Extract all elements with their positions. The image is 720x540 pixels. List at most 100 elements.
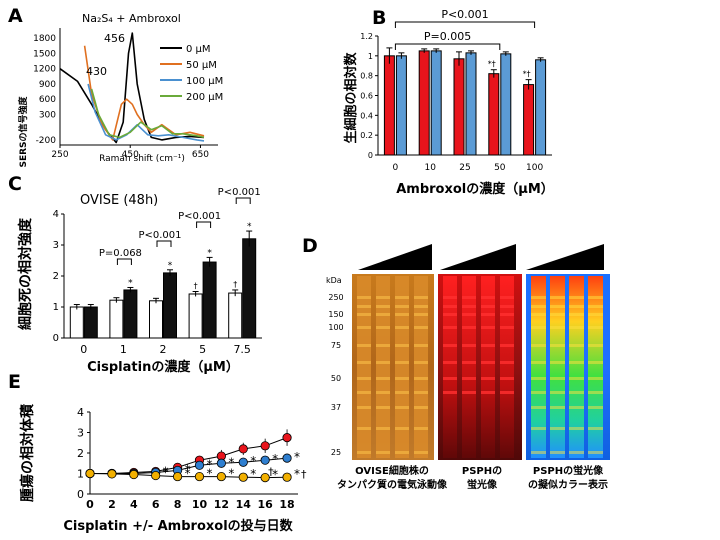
psph-band [500, 296, 514, 299]
bar [163, 272, 177, 339]
gel-band [357, 344, 371, 347]
spectrum-line [87, 83, 205, 142]
gel-band [414, 361, 428, 364]
psph-band [462, 361, 476, 364]
panel-c-xlabel: Cisplatinの濃度（μM） [87, 359, 239, 375]
data-point [107, 469, 117, 479]
gel-band [357, 391, 371, 394]
psph-band [443, 326, 457, 329]
xtick-label: 4 [130, 498, 138, 511]
ytick-label: 0 [368, 151, 373, 160]
star-mark: * [272, 468, 278, 482]
xtick-label: 2 [160, 343, 167, 356]
panel-b-xlabel: Ambroxolの濃度（μM） [396, 181, 554, 197]
psph-band [462, 391, 476, 394]
star-mark: * [228, 467, 234, 481]
psph-lane [462, 276, 476, 458]
gel-lane [414, 276, 428, 458]
panel-c-ylabel: 細胞死の相対強度 [17, 217, 34, 330]
star-mark: * [207, 248, 212, 258]
psph-band [500, 313, 514, 316]
xtick-label: 8 [174, 498, 182, 511]
psph-band [481, 326, 495, 329]
gel-band [395, 305, 409, 308]
gel-lane [376, 276, 390, 458]
pseudocolor-band [588, 313, 603, 316]
xtick-label: 0 [80, 343, 87, 356]
xtick-label: 25 [459, 163, 470, 173]
mw-marker-label: 37 [331, 403, 341, 412]
pvalue-label: P<0.001 [178, 211, 221, 222]
pvalue-0-100: P<0.001 [441, 8, 488, 21]
psph-band [443, 305, 457, 308]
pseudocolor-band [531, 326, 546, 329]
gel-band [357, 313, 371, 316]
psph-band [481, 344, 495, 347]
panel-b-ylabel: 生細胞の相対数 [343, 52, 359, 144]
gel-band [414, 451, 428, 454]
pvalue-bracket [196, 221, 212, 228]
panel-a-xtick: 250 [51, 150, 68, 160]
pseudocolor-band [531, 377, 546, 380]
gradient-wedge-1 [358, 244, 432, 270]
panel-label-e: E [8, 371, 21, 393]
psph-band [443, 377, 457, 380]
pvalue-label: P<0.001 [138, 230, 181, 241]
bar [83, 306, 98, 339]
gel-band [414, 326, 428, 329]
pseudocolor-band [569, 406, 584, 409]
panel-c-chart: OVISE (48h) 細胞死の相対強度 Cisplatinの濃度（μM） 0 1… [17, 187, 262, 375]
dagger-mark: † [233, 280, 237, 289]
pseudocolor-band [550, 451, 565, 454]
data-point [216, 471, 226, 482]
pseudocolor-band [588, 344, 603, 347]
pseudocolor-band [550, 305, 565, 308]
gel-band [414, 391, 428, 394]
ytick-label: 0.2 [360, 131, 373, 140]
psph-band [481, 377, 495, 380]
bar [395, 55, 407, 156]
pseudocolor-band [588, 451, 603, 454]
pseudocolor-band [531, 305, 546, 308]
bar [242, 238, 257, 339]
star-mark: * [206, 467, 212, 481]
spectrum-line [59, 32, 205, 144]
psph-band [500, 344, 514, 347]
bar [430, 50, 442, 156]
gel-band [357, 305, 371, 308]
data-point [129, 469, 139, 480]
legend-label: 200 μM [186, 92, 223, 103]
bar [383, 55, 395, 156]
gradient-wedge-3 [526, 244, 604, 270]
data-point [282, 453, 292, 463]
xtick-label: 5 [199, 343, 206, 356]
gel-band [376, 377, 390, 380]
significance-mark: *† [488, 60, 496, 69]
bar [202, 261, 217, 339]
xtick-label: 1 [120, 343, 127, 356]
panel-a-ytick: 1500 [33, 49, 56, 59]
bracket-0-100 [394, 21, 536, 28]
panel-label-a: A [8, 5, 23, 27]
gel-band [357, 427, 371, 430]
gel-band [395, 406, 409, 409]
star-mark: * [206, 457, 212, 471]
legend-label: 100 μM [186, 76, 223, 87]
pvalue-bracket [156, 240, 172, 247]
panel-a-xtick: 450 [122, 150, 139, 160]
psph-band [481, 391, 495, 394]
xtick-label: 18 [279, 498, 294, 511]
psph-band [500, 377, 514, 380]
ytick-label: 4 [77, 406, 84, 419]
panel-e-xlabel: Cisplatin +/- Ambroxolの投与日数 [63, 518, 293, 534]
bar [535, 59, 547, 156]
gel-band [395, 344, 409, 347]
pseudocolor-band [550, 427, 565, 430]
pseudocolor-band [550, 313, 565, 316]
psph-band [443, 391, 457, 394]
pseudocolor-band [531, 391, 546, 394]
pseudocolor-band [569, 305, 584, 308]
star-mark: * [250, 454, 256, 468]
gel-band [395, 361, 409, 364]
